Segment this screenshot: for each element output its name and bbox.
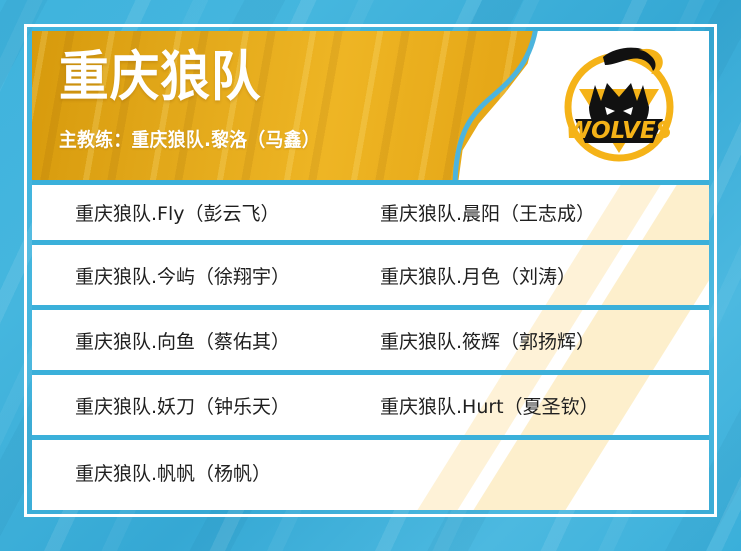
panel-outer-frame [24,24,717,517]
table-row[interactable]: 重庆狼队.帆帆（杨帆） [32,440,709,505]
wolves-logo: WOLVES [555,41,683,169]
table-row[interactable]: 重庆狼队.Fly（彭云飞） 重庆狼队.晨阳（王志成） [32,180,709,245]
logo-wordmark-text: WOLVES [566,118,673,144]
table-row[interactable]: 重庆狼队.向鱼（蔡佑其） 重庆狼队.筱辉（郭扬辉） [32,310,709,375]
logo-wolf-eye-right [623,107,633,115]
player-name-left: 重庆狼队.帆帆（杨帆） [75,463,272,485]
player-name-right: 重庆狼队.月色（刘涛） [380,265,577,288]
player-name-left: 重庆狼队.妖刀（钟乐天） [75,395,291,418]
player-name-left: 重庆狼队.今屿（徐翔宇） [75,265,291,288]
logo-tail-black [603,47,657,71]
table-row[interactable]: 重庆狼队.妖刀（钟乐天） 重庆狼队.Hurt（夏圣钦） [32,375,709,440]
roster-list: 重庆狼队.Fly（彭云飞） 重庆狼队.晨阳（王志成） 重庆狼队.今屿（徐翔宇） … [32,180,709,510]
player-name-right: 重庆狼队.晨阳（王志成） [380,203,596,225]
player-name-left: 重庆狼队.Fly（彭云飞） [75,203,280,225]
logo-wolf-eye-left [605,107,615,115]
logo-wordmark-banner [575,119,663,143]
card-header: 重庆狼队 主教练：重庆狼队.黎洛（马鑫） [32,31,709,180]
head-coach-label: 主教练：重庆狼队.黎洛（马鑫） [59,129,321,151]
wolves-logo-graphic: WOLVES [564,47,674,162]
player-name-left: 重庆狼队.向鱼（蔡佑其） [75,330,291,353]
logo-tail-gold [639,48,663,74]
team-name-title: 重庆狼队 [59,45,262,108]
table-row[interactable]: 重庆狼队.今屿（徐翔宇） 重庆狼队.月色（刘涛） [32,245,709,310]
player-name-right: 重庆狼队.筱辉（郭扬辉） [380,330,596,353]
header-text-block: 重庆狼队 主教练：重庆狼队.黎洛（马鑫） [59,47,340,152]
roster-panel: 重庆狼队 主教练：重庆狼队.黎洛（马鑫） [32,31,709,510]
player-name-right: 重庆狼队.Hurt（夏圣钦） [380,395,599,418]
